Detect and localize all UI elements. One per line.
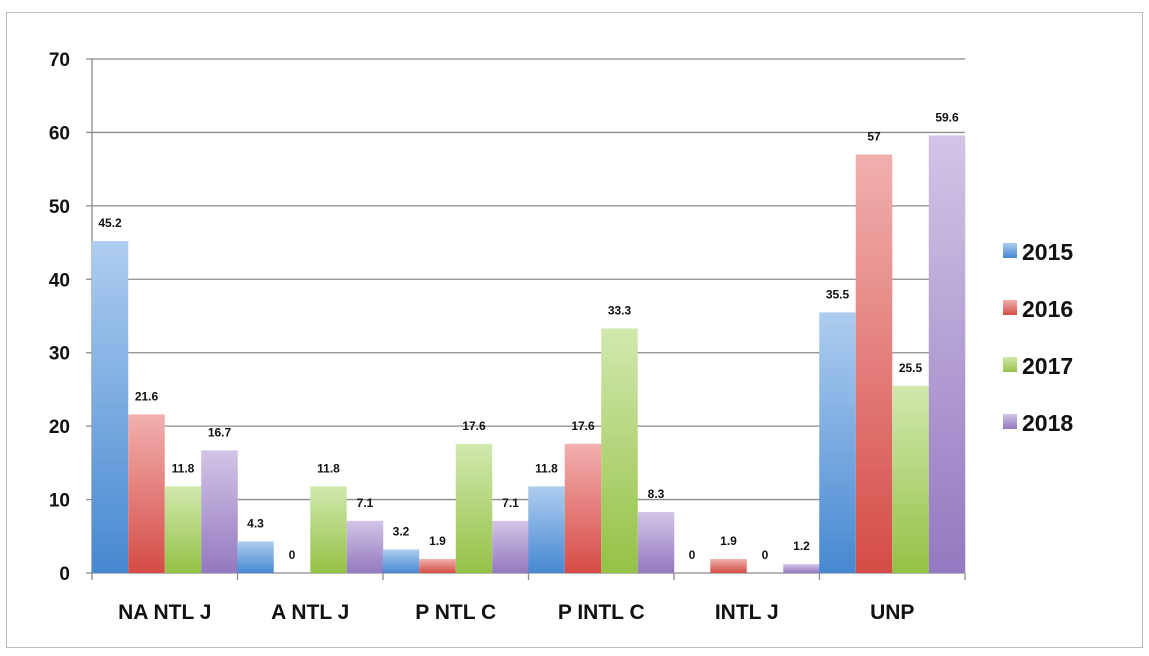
y-tick-label: 10 [49, 491, 70, 512]
bar-2015-6 [819, 312, 856, 573]
data-label: 7.1 [502, 496, 519, 510]
legend-swatch [1003, 357, 1017, 372]
data-label: 0 [762, 548, 769, 562]
legend-label: 2015 [1022, 239, 1073, 265]
data-label: 57 [867, 129, 881, 143]
data-label: 25.5 [899, 361, 923, 375]
data-label: 4.3 [247, 516, 264, 530]
data-label: 33.3 [608, 303, 632, 317]
category-label: P NTL C [415, 601, 496, 624]
y-tick-label: 70 [49, 50, 70, 71]
data-label: 16.7 [208, 425, 232, 439]
data-label: 0 [289, 548, 296, 562]
data-label: 1.2 [793, 539, 810, 553]
data-label: 11.8 [317, 461, 340, 475]
y-tick-label: 50 [49, 197, 70, 218]
bar-2016-3 [419, 559, 456, 573]
legend-swatch [1003, 300, 1017, 315]
bar-2015-1 [91, 241, 129, 574]
data-label: 35.5 [826, 287, 850, 301]
legend-label: 2016 [1022, 296, 1073, 322]
data-label: 0 [689, 548, 696, 562]
legend: 2015 2016 2017 2018 [1003, 239, 1073, 436]
bar-2016-5 [710, 559, 747, 573]
category-label: UNP [870, 601, 914, 624]
data-label: 17.6 [571, 419, 595, 433]
bars [91, 135, 966, 574]
category-label: INTL J [715, 601, 779, 624]
y-tick-label: 20 [49, 417, 70, 438]
category-label: NA NTL J [118, 601, 211, 624]
legend-swatch [1003, 243, 1017, 258]
x-axis-category-labels: NA NTL J A NTL J P NTL C P INTL C INTL J UNP [118, 601, 914, 624]
bar-2015-4 [528, 486, 565, 573]
data-label: 8.3 [648, 487, 665, 501]
data-label: 7.1 [357, 496, 374, 510]
data-label: 3.2 [393, 525, 410, 539]
bar-2016-6 [855, 154, 893, 573]
y-tick-label: 30 [49, 344, 70, 365]
y-tick-label: 40 [49, 270, 70, 291]
data-label: 17.6 [462, 419, 486, 433]
data-label: 1.9 [429, 534, 446, 548]
bar-2018-3 [492, 520, 529, 573]
data-labels: 45.2 21.6 11.8 16.7 4.3 0 11.8 7.1 3.2 1.9 17.6 7.1… [98, 110, 959, 562]
bar-2015-2 [237, 541, 274, 573]
data-label: 45.2 [98, 216, 122, 230]
bar-2017-2 [310, 486, 347, 573]
y-tick-label: 60 [49, 123, 70, 144]
bar-2015-3 [382, 549, 420, 573]
legend-swatch [1003, 414, 1017, 429]
data-label: 11.8 [172, 461, 195, 475]
data-label: 1.9 [720, 534, 737, 548]
bar-2016-1 [128, 414, 165, 573]
bar-2018-1 [201, 450, 238, 573]
bar-2017-1 [164, 486, 202, 573]
y-tick-label: 0 [59, 564, 70, 585]
bar-2018-4 [637, 512, 675, 573]
bar-2017-6 [892, 385, 929, 573]
category-label: P INTL C [558, 601, 645, 624]
data-label: 59.6 [935, 110, 959, 124]
y-axis-tick-labels: 0 10 20 30 40 50 60 70 [49, 50, 70, 585]
bar-2018-6 [928, 135, 966, 573]
legend-label: 2018 [1022, 410, 1073, 436]
category-label: A NTL J [271, 601, 349, 624]
bar-2018-2 [346, 520, 384, 573]
bar-2017-4 [601, 328, 638, 573]
bar-2017-3 [455, 443, 493, 573]
legend-label: 2017 [1022, 353, 1073, 379]
bar-2018-5 [783, 564, 820, 573]
data-label: 21.6 [135, 389, 159, 403]
bar-2016-4 [564, 443, 602, 573]
data-label: 11.8 [535, 461, 558, 475]
